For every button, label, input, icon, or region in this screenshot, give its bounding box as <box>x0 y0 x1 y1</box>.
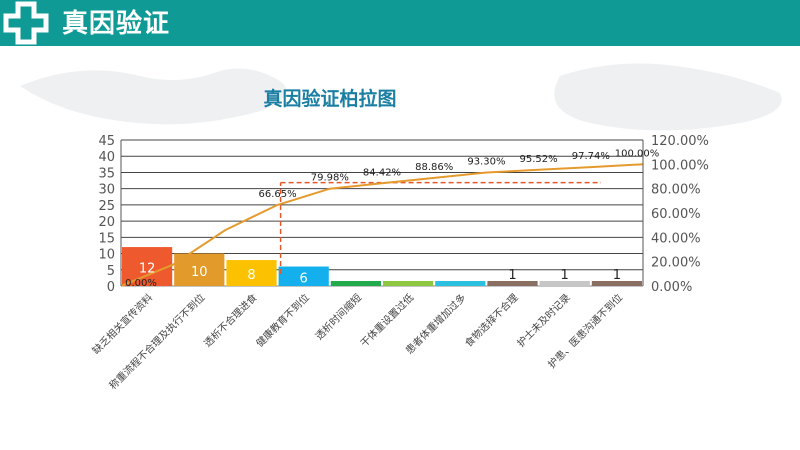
y-left-tick-label: 45 <box>98 134 115 149</box>
cumulative-label: 93.30% <box>467 156 505 167</box>
y-left-tick-label: 20 <box>98 215 115 230</box>
y-left-tick-label: 35 <box>98 166 115 181</box>
cumulative-label: 0.00% <box>125 278 157 289</box>
cumulative-label: 100.00% <box>615 148 660 159</box>
world-map-background <box>20 63 782 131</box>
bar-value-label: 1 <box>508 268 516 283</box>
bar-value-label: 1 <box>561 268 569 283</box>
bar-value-label: 12 <box>139 262 156 277</box>
medical-cross-icon <box>0 0 60 46</box>
y-left-tick-label: 25 <box>98 199 115 214</box>
bar-value-label: 10 <box>191 265 208 280</box>
bar <box>435 281 486 286</box>
y-right-tick-label: 40.00% <box>651 231 701 246</box>
bar <box>122 247 173 286</box>
bar-value-label: 8 <box>247 268 255 283</box>
cumulative-label: 88.86% <box>415 162 453 173</box>
y-left-tick-label: 15 <box>98 231 115 246</box>
chart-title: 真因验证柏拉图 <box>263 88 397 110</box>
page-title: 真因验证 <box>62 9 171 39</box>
header-bar <box>0 0 800 46</box>
cumulative-line <box>120 163 644 287</box>
cumulative-label: 95.52% <box>520 154 558 165</box>
bar <box>278 266 329 286</box>
bar <box>226 260 277 286</box>
bar <box>487 281 538 286</box>
y-left-tick-label: 0 <box>107 280 115 295</box>
y-right-tick-label: 80.00% <box>651 183 701 198</box>
y-left-tick-label: 10 <box>98 248 115 263</box>
bar <box>539 281 590 286</box>
y-left-tick-label: 40 <box>98 150 115 165</box>
y-left-tick-label: 30 <box>98 183 115 198</box>
category-label: 健康教育不到位 <box>253 291 312 350</box>
category-label: 护士未及时记录 <box>514 291 573 350</box>
bar <box>330 281 381 286</box>
bar-value-label: 6 <box>300 271 308 286</box>
bar <box>591 281 642 286</box>
bar-value-label: 1 <box>613 268 621 283</box>
bar <box>383 281 434 286</box>
y-right-tick-label: 120.00% <box>651 134 709 149</box>
cumulative-label: 79.98% <box>311 173 349 184</box>
category-label: 透析时间缩短 <box>312 291 364 343</box>
category-label: 干体重设置过低 <box>358 291 417 350</box>
category-label: 称重流程不合理及执行不到位 <box>106 291 207 392</box>
category-label: 透析不合理进食 <box>201 291 260 350</box>
category-label: 食物选择不合理 <box>462 291 521 350</box>
y-right-tick-label: 60.00% <box>651 207 701 222</box>
cumulative-label: 66.65% <box>259 189 297 200</box>
y-right-tick-label: 20.00% <box>651 256 701 271</box>
y-right-tick-label: 0.00% <box>651 280 692 295</box>
y-right-tick-label: 100.00% <box>651 158 709 173</box>
y-left-tick-label: 5 <box>107 264 115 279</box>
cumulative-label: 97.74% <box>572 151 610 162</box>
cumulative-label: 84.42% <box>363 167 401 178</box>
